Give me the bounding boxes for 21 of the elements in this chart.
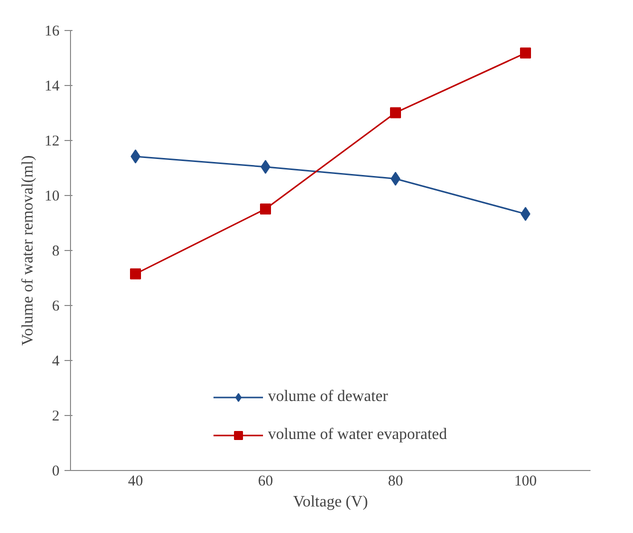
y-tick-label: 10 [44, 188, 60, 204]
x-tick-label: 60 [258, 474, 273, 490]
point [520, 48, 531, 59]
y-tick-label: 4 [52, 354, 60, 370]
legend-label: volume of water evaporated [268, 426, 448, 444]
x-axis-title: Voltage (V) [293, 494, 368, 510]
y-tick-label: 8 [52, 244, 60, 260]
point [390, 107, 401, 118]
y-tick-label: 14 [44, 78, 60, 94]
y-tick-label: 0 [52, 464, 60, 480]
y-tick-label: 16 [44, 24, 60, 40]
y-tick-label: 6 [52, 298, 60, 314]
legend-label: volume of dewater [268, 388, 388, 406]
x-tick-label: 100 [514, 474, 537, 490]
point [130, 268, 141, 280]
y-tick-label: 12 [44, 134, 60, 150]
x-tick-label: 80 [388, 474, 403, 490]
x-tick-label: 40 [128, 474, 143, 490]
y-axis-title: Volume of water removal(ml) [20, 155, 36, 346]
point [260, 203, 271, 214]
y-tick-label: 2 [52, 408, 60, 424]
